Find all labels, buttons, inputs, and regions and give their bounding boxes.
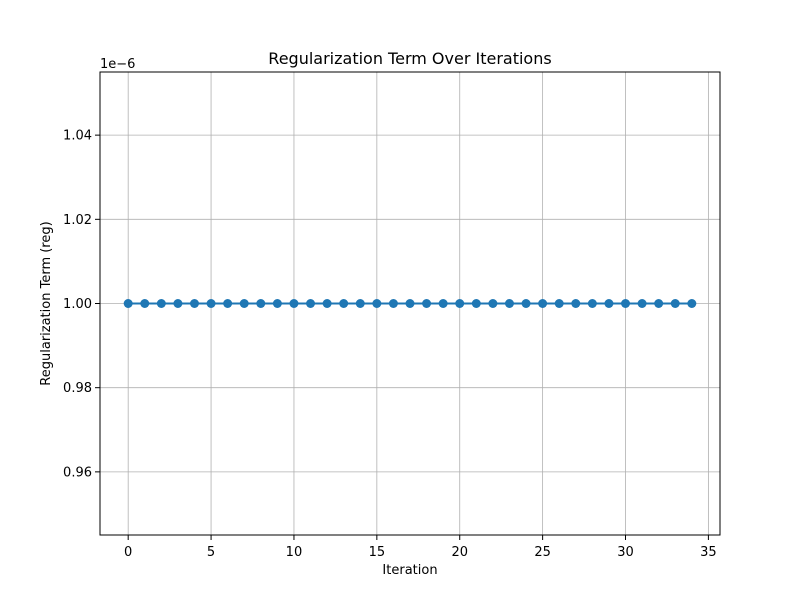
data-point (687, 299, 697, 308)
data-point (388, 299, 398, 308)
data-point (504, 299, 514, 308)
x-tick-label: 15 (369, 545, 386, 560)
y-tick-label: 1.02 (63, 213, 92, 228)
data-point (156, 299, 166, 308)
x-tick-label: 25 (534, 545, 551, 560)
x-tick-label: 5 (207, 545, 215, 560)
data-point (339, 299, 349, 308)
y-axis-label: Regularization Term (reg) (39, 221, 54, 385)
data-point (621, 299, 631, 308)
data-point (189, 299, 199, 308)
data-point (223, 299, 233, 308)
data-point (422, 299, 432, 308)
series-layer (123, 299, 697, 308)
data-point (256, 299, 266, 308)
y-tick-label: 1.04 (63, 129, 92, 144)
data-point (670, 299, 680, 308)
data-point (538, 299, 548, 308)
y-tick-label: 0.98 (63, 381, 92, 396)
data-point (571, 299, 581, 308)
data-point (438, 299, 448, 308)
data-point (206, 299, 216, 308)
x-tick-label: 30 (617, 545, 634, 560)
y-tick-label: 1.00 (63, 297, 92, 312)
y-offset-label: 1e−6 (100, 57, 135, 72)
data-point (471, 299, 481, 308)
data-point (140, 299, 150, 308)
chart-title: Regularization Term Over Iterations (268, 49, 551, 68)
data-point (521, 299, 531, 308)
data-point (554, 299, 564, 308)
x-tick-label: 0 (124, 545, 132, 560)
x-axis-label: Iteration (382, 563, 437, 578)
data-point (355, 299, 365, 308)
x-tick-label: 10 (286, 545, 303, 560)
x-tick-label: 35 (700, 545, 717, 560)
data-point (405, 299, 415, 308)
data-point (289, 299, 299, 308)
data-point (637, 299, 647, 308)
y-tick-label: 0.96 (63, 465, 92, 480)
data-point (604, 299, 614, 308)
data-point (239, 299, 249, 308)
ticks-layer: 0 5 10 15 20 25 30 35 0.96 0.98 1.00 1.02 1.04 (63, 129, 717, 560)
x-tick-label: 20 (451, 545, 468, 560)
data-point (587, 299, 597, 308)
data-point (322, 299, 332, 308)
data-point (173, 299, 183, 308)
data-point (272, 299, 282, 308)
data-point (488, 299, 498, 308)
data-point (123, 299, 133, 308)
data-point (455, 299, 465, 308)
data-point (654, 299, 664, 308)
data-point (306, 299, 316, 308)
data-point (372, 299, 382, 308)
